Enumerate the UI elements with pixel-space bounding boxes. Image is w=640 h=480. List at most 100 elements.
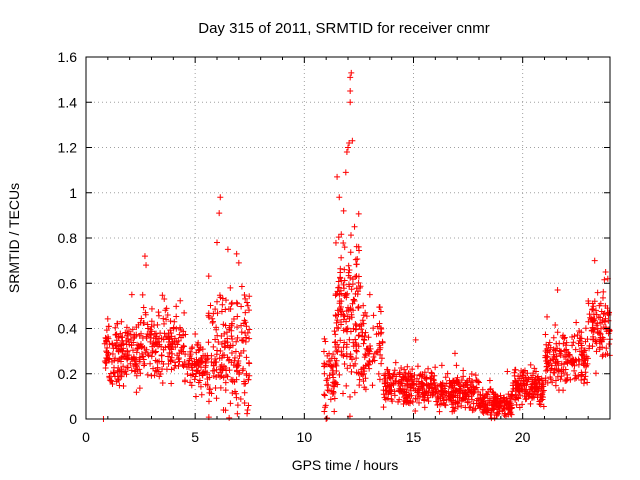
data-point <box>591 257 598 264</box>
data-point <box>109 340 116 347</box>
data-point <box>575 356 582 363</box>
data-point <box>490 406 497 413</box>
data-point <box>193 362 200 369</box>
data-point <box>377 351 384 358</box>
data-point <box>468 371 475 378</box>
data-point <box>584 379 591 386</box>
data-point <box>440 400 447 407</box>
data-point <box>348 286 355 293</box>
data-point <box>406 392 413 399</box>
y-tick-labels: 0 0.2 0.4 0.6 0.8 1 1.2 1.4 1.6 <box>58 49 78 427</box>
data-point <box>562 353 569 360</box>
data-point <box>504 368 511 375</box>
data-point <box>210 343 217 350</box>
data-point <box>346 139 353 146</box>
data-point <box>418 382 425 389</box>
data-point <box>349 137 356 144</box>
data-point <box>362 375 369 382</box>
data-point <box>431 372 438 379</box>
data-point <box>234 324 241 331</box>
data-point <box>321 391 328 398</box>
data-point <box>515 385 522 392</box>
data-point <box>552 356 559 363</box>
data-point <box>234 410 241 417</box>
data-point <box>143 335 150 342</box>
data-point <box>176 358 183 365</box>
data-point <box>182 377 189 384</box>
data-point <box>540 403 547 410</box>
data-point <box>205 339 212 346</box>
data-point <box>571 375 578 382</box>
data-point <box>180 363 187 370</box>
data-point <box>238 303 245 310</box>
data-point <box>237 395 244 402</box>
data-point <box>526 391 533 398</box>
data-point <box>182 351 189 358</box>
data-point <box>145 352 152 359</box>
data-point <box>185 361 192 368</box>
data-point <box>244 302 251 309</box>
data-point <box>226 414 233 421</box>
data-point <box>355 343 362 350</box>
data-point <box>336 194 343 201</box>
data-point <box>444 370 451 377</box>
data-point <box>142 311 149 318</box>
data-point <box>187 351 194 358</box>
x-tick-label: 5 <box>191 429 199 445</box>
data-point <box>598 338 605 345</box>
data-point <box>380 404 387 411</box>
data-point <box>606 340 613 347</box>
data-point <box>365 334 372 341</box>
data-point <box>167 318 174 325</box>
data-point <box>389 398 396 405</box>
data-point <box>346 266 353 273</box>
data-point <box>222 306 229 313</box>
data-point <box>327 396 334 403</box>
data-point <box>391 388 398 395</box>
data-point <box>218 340 225 347</box>
data-point <box>547 367 554 374</box>
data-point <box>212 336 219 343</box>
data-point <box>597 300 604 307</box>
data-point <box>470 390 477 397</box>
data-point <box>140 353 147 360</box>
data-point <box>103 348 110 355</box>
data-point <box>376 340 383 347</box>
data-point <box>516 404 523 411</box>
data-point <box>242 330 249 337</box>
data-point <box>416 387 423 394</box>
data-point <box>446 396 453 403</box>
data-point <box>585 300 592 307</box>
data-point <box>469 389 476 396</box>
data-point <box>154 338 161 345</box>
data-point <box>535 386 542 393</box>
data-point <box>212 385 219 392</box>
data-point <box>409 399 416 406</box>
data-point <box>578 342 585 349</box>
data-point <box>168 343 175 350</box>
data-point <box>144 351 151 358</box>
data-point <box>501 402 508 409</box>
data-point <box>578 372 585 379</box>
data-point <box>125 328 132 335</box>
data-point <box>589 306 596 313</box>
data-point <box>597 314 604 321</box>
data-point <box>347 305 354 312</box>
data-point <box>599 319 606 326</box>
data-point <box>332 344 339 351</box>
data-point <box>583 353 590 360</box>
y-tick-label: 0.6 <box>58 275 78 291</box>
data-point <box>112 355 119 362</box>
data-point <box>207 302 214 309</box>
data-point <box>355 273 362 280</box>
data-point <box>454 388 461 395</box>
data-point <box>520 368 527 375</box>
data-point <box>105 323 112 330</box>
data-point <box>125 336 132 343</box>
data-point <box>465 398 472 405</box>
data-point <box>213 326 220 333</box>
data-point <box>147 338 154 345</box>
data-point <box>340 207 347 214</box>
data-point <box>472 405 479 412</box>
data-point <box>123 324 130 331</box>
